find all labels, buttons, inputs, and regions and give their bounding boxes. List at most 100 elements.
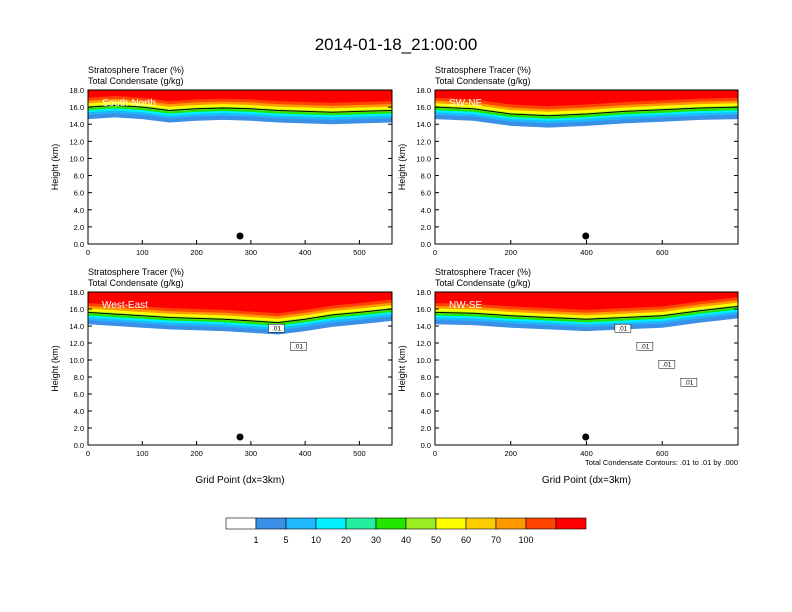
chart-panel-1: South-North Stratosphere Tracer (%)Total … [50,65,393,257]
y-tick-label: 0.0 [74,240,84,249]
y-tick-label: 8.0 [74,373,84,382]
y-tick-label: 4.0 [74,407,84,416]
y-tick-label: 6.0 [74,189,84,198]
colorbar-label: 30 [371,535,381,545]
colorbar-label: 40 [401,535,411,545]
chart-panel-4: NW-SE Stratosphere Tracer (%) Total Conden… [397,267,739,486]
y-tick-label: 12.0 [69,339,84,348]
x-tick-label: 0 [433,248,437,257]
contour-label: .01 [684,379,693,386]
y-tick-label: 10.0 [69,356,84,365]
colorbar-label: 50 [431,535,441,545]
y-tick-label: 14.0 [416,322,431,331]
y-tick-label: 14.0 [416,120,431,129]
x-tick-label: 400 [299,248,312,257]
figure-title: 2014-01-18_21:00:00 [315,35,478,54]
y-tick-label: 8.0 [74,172,84,181]
y-tick-label: 16.0 [416,103,431,112]
x-tick-label: 300 [245,449,258,458]
y-tick-label: 2.0 [421,223,431,232]
y-tick-label: 4.0 [421,206,431,215]
y-tick-label: 8.0 [421,172,431,181]
y-axis-label: Height (km) [50,144,60,191]
x-tick-label: 0 [86,449,90,458]
panel-title-line1: Stratosphere Tracer (%) [88,267,184,277]
y-tick-label: 10.0 [416,356,431,365]
colorbar-swatch-10 [495,517,527,530]
x-tick-label: 100 [136,449,149,458]
location-marker [582,232,590,240]
y-tick-label: 8.0 [421,373,431,382]
colorbar-swatch-2 [255,517,287,530]
y-tick-label: 12.0 [416,137,431,146]
tropopause-line [88,308,392,324]
x-tick-label: 300 [245,248,258,257]
y-tick-label: 4.0 [421,407,431,416]
panel-title-line2: Total Condensate (g/kg) [88,278,184,288]
panel-label: West-East [102,300,148,311]
colorbar-swatch-5 [345,517,377,530]
colorbar-label: 20 [341,535,351,545]
x-tick-label: 400 [580,449,593,458]
location-marker [236,232,244,240]
contour-label: .01 [640,343,649,350]
x-tick-label: 500 [353,449,366,458]
contour-label: .01 [618,325,627,332]
y-tick-label: 0.0 [421,240,431,249]
panel-title-line2: Total Condensate (g/kg) [435,76,531,86]
y-tick-label: 2.0 [74,424,84,433]
y-tick-label: 16.0 [69,305,84,314]
heatmap-field: West-East [88,292,392,335]
y-tick-label: 0.0 [421,441,431,450]
colorbar-label: 1 [253,535,258,545]
y-tick-label: 2.0 [421,424,431,433]
x-tick-label: 200 [190,449,203,458]
contour-footnote: Total Condensate Contours: .01 to .01 by… [585,458,738,467]
heatmap-field: SW-NE [435,90,738,128]
colorbar-label: 60 [461,535,471,545]
contour-label-box [636,342,654,351]
contour-label-box [268,324,285,333]
panel-label: South-North [102,98,156,109]
panel-title-line1: Stratosphere Tracer (%) [435,65,531,75]
panel-title-line2: Total Condensate (g/kg) [88,76,184,86]
x-tick-label: 200 [190,248,203,257]
tropopause-line [435,106,738,117]
tropopause-line [88,104,392,113]
y-tick-label: 10.0 [416,154,431,163]
contour-label: .01 [294,343,303,350]
location-marker [582,433,590,441]
colorbar-label: 100 [518,535,533,545]
y-tick-label: 18.0 [69,86,84,95]
y-tick-label: 4.0 [74,206,84,215]
y-tick-label: 18.0 [416,86,431,95]
contour-label-box [290,342,307,351]
y-axis-label: Height (km) [397,144,407,191]
y-tick-label: 10.0 [69,154,84,163]
colorbar: 1 5 10 20 30 40 50 60 70 100 [225,517,587,545]
y-tick-label: 16.0 [69,103,84,112]
y-tick-label: 16.0 [416,305,431,314]
y-tick-label: 6.0 [421,390,431,399]
x-tick-label: 200 [504,248,517,257]
x-axis-label: Grid Point (dx=3km) [195,475,284,486]
colorbar-label: 5 [283,535,288,545]
y-tick-label: 14.0 [69,322,84,331]
panel-label: SW-NE [449,98,482,109]
panel-label: NW-SE [449,300,482,311]
y-tick-label: 18.0 [69,288,84,297]
x-tick-label: 0 [433,449,437,458]
colorbar-swatch-6 [375,517,407,530]
chart-panel-3: West-East Stratosphere Tracer (%)Total Co… [50,267,393,486]
panel-title-line1: Stratosphere Tracer (%) [435,267,531,277]
x-tick-label: 400 [299,449,312,458]
y-tick-label: 0.0 [74,441,84,450]
colorbar-swatch-9 [465,517,497,530]
colorbar-swatch-4 [315,517,347,530]
contour-band-9 [435,292,738,310]
x-tick-label: 500 [353,248,366,257]
y-axis-label: Height (km) [50,345,60,392]
location-marker [236,433,244,441]
